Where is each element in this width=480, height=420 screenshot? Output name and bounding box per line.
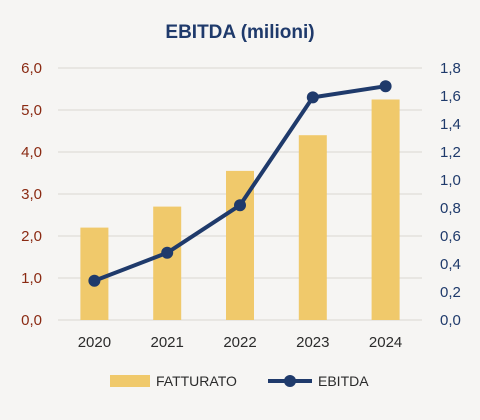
x-tick-label: 2024	[369, 334, 402, 351]
y-right-tick-label: 1,8	[440, 60, 461, 77]
y-right-tick-label: 1,2	[440, 144, 461, 161]
point-ebitda	[161, 246, 174, 259]
x-tick-label: 2021	[151, 334, 184, 351]
y-right-tick-label: 0,6	[440, 228, 461, 245]
point-ebitda	[379, 80, 392, 93]
x-tick-label: 2022	[223, 334, 256, 351]
y-left-tick-label: 5,0	[21, 102, 42, 119]
y-right-tick-label: 0,4	[440, 256, 461, 273]
y-right-tick-label: 0,8	[440, 200, 461, 217]
y-left-tick-label: 4,0	[21, 144, 42, 161]
bar-fatturato	[153, 206, 182, 320]
y-right-tick-label: 1,4	[440, 116, 461, 133]
y-right-tick-label: 0,2	[440, 284, 461, 301]
y-right-tick-label: 1,6	[440, 88, 461, 105]
x-tick-label: 2020	[78, 334, 111, 351]
bar-fatturato	[371, 99, 400, 320]
point-ebitda	[88, 274, 101, 287]
bar-fatturato	[298, 135, 327, 320]
legend-label-ebitda: EBITDA	[318, 373, 369, 389]
bar-fatturato	[80, 227, 109, 320]
y-right-tick-label: 0,0	[440, 312, 461, 329]
y-left-tick-label: 1,0	[21, 270, 42, 287]
y-left-tick-label: 0,0	[21, 312, 42, 329]
y-left-tick-label: 2,0	[21, 228, 42, 245]
point-ebitda	[234, 199, 246, 212]
chart-title: EBITDA (milioni)	[165, 22, 315, 43]
x-tick-label: 2023	[296, 334, 329, 351]
y-left-tick-label: 6,0	[21, 60, 42, 77]
point-ebitda	[306, 91, 319, 104]
legend-marker-ebitda	[284, 375, 296, 387]
y-left-tick-label: 3,0	[21, 186, 42, 203]
bar-fatturato	[226, 170, 254, 320]
legend-label-fatturato: FATTURATO	[156, 373, 237, 389]
y-right-tick-label: 1,0	[440, 172, 461, 189]
legend-swatch-fatturato	[110, 375, 150, 387]
